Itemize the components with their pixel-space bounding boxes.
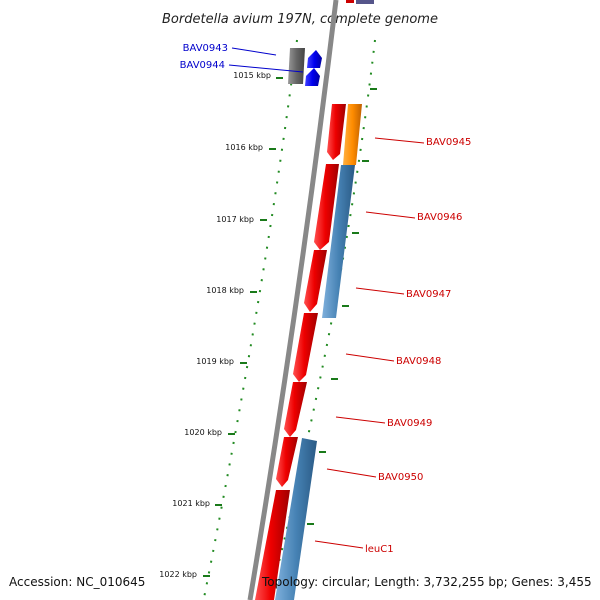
leader-bav0949 <box>335 416 386 424</box>
tick-mark <box>370 88 377 90</box>
leader-bav0946 <box>365 211 416 219</box>
gene-arrow-leuc1 <box>255 490 290 600</box>
tick-mark <box>215 504 222 506</box>
tick-mark <box>331 378 338 380</box>
tick-label-1021: 1021 kbp <box>172 499 210 508</box>
tick-label-1022: 1022 kbp <box>159 570 197 579</box>
tick-label-1018: 1018 kbp <box>206 286 244 295</box>
topology-text: Topology: circular; Length: 3,732,255 bp… <box>262 575 592 589</box>
feature-top-purple <box>356 0 374 4</box>
gene-label-bav0945: BAV0945 <box>426 137 471 148</box>
gene-arrow-bav0944 <box>305 68 320 86</box>
tick-mark <box>250 291 257 293</box>
gene-label-bav0943: BAV0943 <box>183 43 228 54</box>
forward-strand-features <box>255 104 346 600</box>
leader-bav0947 <box>355 287 405 295</box>
orange-feature <box>343 104 362 165</box>
pseudogene-feature <box>288 48 305 84</box>
tick-mark <box>260 219 267 221</box>
tick-mark <box>240 362 247 364</box>
tick-mark <box>276 77 283 79</box>
position-ticks: 1015 kbp 1016 kbp 1017 kbp 1018 kbp 1019… <box>159 71 271 579</box>
tick-label-1020: 1020 kbp <box>184 428 222 437</box>
gc-tick-marks <box>203 77 377 577</box>
reverse-strand-features <box>275 48 362 600</box>
tick-mark <box>319 451 326 453</box>
label-leaders <box>228 47 425 549</box>
tick-mark <box>228 433 235 435</box>
tick-mark <box>307 523 314 525</box>
tick-label-1015: 1015 kbp <box>233 71 271 80</box>
blue-feature-upper <box>322 165 355 318</box>
leader-bav0948 <box>345 353 395 362</box>
leader-bav0943 <box>231 47 277 56</box>
gene-label-leuc1: leuC1 <box>365 544 394 555</box>
tick-label-1016: 1016 kbp <box>225 143 263 152</box>
tick-mark <box>269 148 276 150</box>
gene-arrow-bav0946 <box>314 164 339 250</box>
tick-mark <box>352 232 359 234</box>
gene-arrow-bav0947 <box>304 250 327 312</box>
tick-label-1019: 1019 kbp <box>196 357 234 366</box>
gene-arrow-bav0948 <box>293 313 318 382</box>
leader-bav0945 <box>374 137 425 144</box>
gene-label-bav0947: BAV0947 <box>406 289 451 300</box>
leader-bav0944 <box>228 64 304 73</box>
blue-feature-lower <box>275 438 317 600</box>
gene-labels: BAV0943 BAV0944 BAV0945 BAV0946 BAV0947 … <box>180 43 472 555</box>
tick-mark <box>342 305 349 307</box>
gene-label-bav0948: BAV0948 <box>396 356 441 367</box>
tick-mark <box>362 160 369 162</box>
gene-label-bav0950: BAV0950 <box>378 472 423 483</box>
tick-mark <box>203 575 210 577</box>
gene-arrow-bav0949 <box>284 382 307 437</box>
genome-backbone <box>247 0 339 600</box>
gene-arrow-bav0950 <box>276 437 298 487</box>
gene-arrow-bav0945 <box>327 104 346 160</box>
feature-top-red <box>346 0 354 3</box>
leader-bav0950 <box>326 468 377 478</box>
gene-label-bav0949: BAV0949 <box>387 418 432 429</box>
accession-text: Accession: NC_010645 <box>9 575 146 589</box>
gene-label-bav0944: BAV0944 <box>180 60 225 71</box>
map-title: Bordetella avium 197N, complete genome <box>162 12 438 27</box>
leader-leuc1 <box>314 540 364 549</box>
tick-label-1017: 1017 kbp <box>216 215 254 224</box>
gene-arrow-bav0943 <box>307 50 322 68</box>
gene-label-bav0946: BAV0946 <box>417 212 462 223</box>
